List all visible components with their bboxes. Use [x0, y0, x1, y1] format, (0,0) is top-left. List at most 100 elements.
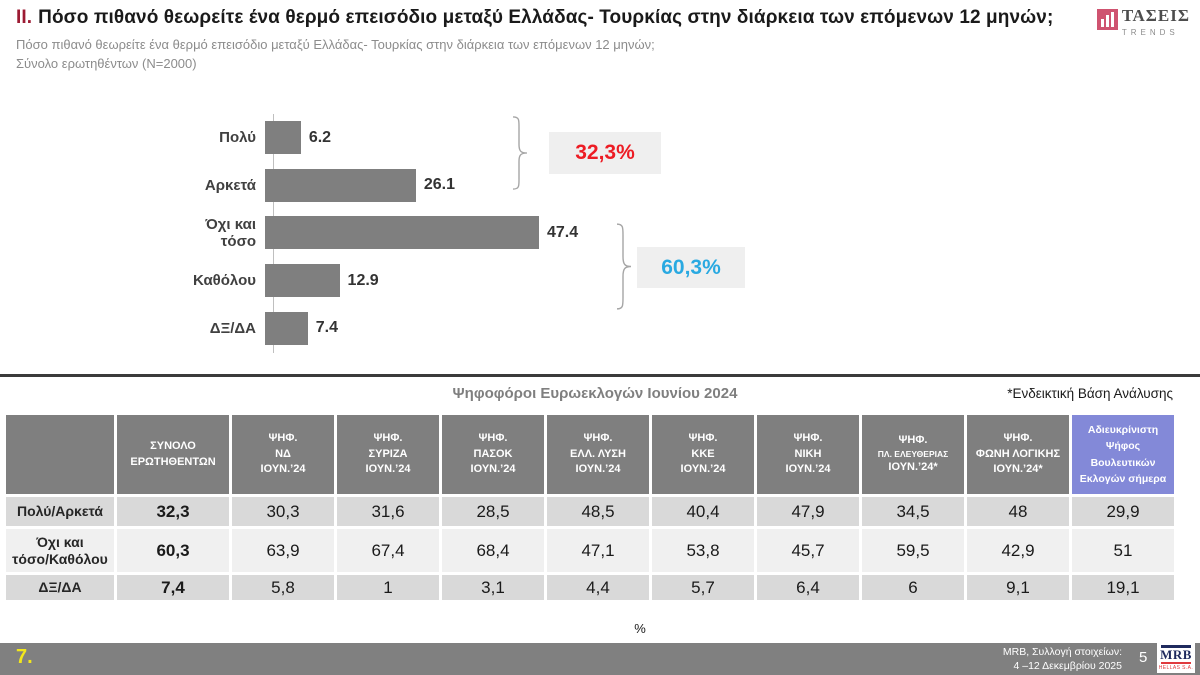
- annotation-box-total-likely: 32,3%: [549, 132, 661, 174]
- page-number: 5: [1139, 649, 1148, 666]
- chart-bar-value: 6.2: [308, 128, 332, 146]
- table-cell: 7,4: [117, 575, 229, 600]
- table-row-label: Όχι και τόσο/Καθόλου: [6, 529, 114, 572]
- table-row: Πολύ/Αρκετά 32,3 30,3 31,6 28,5 48,5 40,4 47,9 3…: [6, 497, 1174, 526]
- crosstab-table-wrap: ΣΥΝΟΛΟ ΕΡΩΤΗΘΕΝΤΩΝ ΨΗΦ. ΝΔ ΙΟΥΝ.’24 ΨΗΦ. ΣΥΡΙΖ…: [3, 412, 1177, 603]
- page-title: ΙΙ. Πόσο πιθανό θεωρείτε ένα θερμό επεισό…: [16, 7, 1053, 29]
- taseis-logo-name: ΤΑΣΕΙΣ: [1121, 6, 1190, 25]
- footer-source: MRB, Συλλογή στοιχείων: 4 –12 Δεκεμβρίου…: [1003, 646, 1122, 673]
- table-cell: 28,5: [442, 497, 544, 526]
- annotation-value: 60,3%: [661, 255, 721, 279]
- chart-row: Πολύ 6.2: [160, 114, 578, 162]
- table-cell: 4,4: [547, 575, 649, 600]
- table-row-label: Πολύ/Αρκετά: [6, 497, 114, 526]
- table-cell: 68,4: [442, 529, 544, 572]
- table-cell: 5,7: [652, 575, 754, 600]
- footer-source-line1: MRB, Συλλογή στοιχείων:: [1002, 646, 1122, 658]
- table-column-header: ΨΗΦ. ΕΛΛ. ΛΥΣΗ ΙΟΥΝ.’24: [547, 415, 649, 494]
- chart-category-label: Αρκετά: [204, 176, 256, 194]
- table-cell: 5,8: [232, 575, 334, 600]
- mrb-logo-sub: HELLAS S.A.: [1158, 665, 1194, 672]
- chart-bar-value: 12.9: [347, 271, 379, 289]
- table-column-header: ΨΗΦ. ΣΥΡΙΖΑ ΙΟΥΝ.’24: [337, 415, 439, 494]
- chart-bar: [265, 216, 539, 250]
- chart-category-label: Καθόλου: [192, 271, 256, 289]
- subtitle-line2: Σύνολο ερωτηθέντων (N=2000): [16, 55, 197, 71]
- table-column-header: ΨΗΦ. ΠΛ. ΕΛΕΥΘΕΡΙΑΣ ΙΟΥΝ.’24*: [862, 415, 964, 494]
- table-cell: 30,3: [232, 497, 334, 526]
- subtitle-line1: Πόσο πιθανό θεωρείτε ένα θερμό επεισόδιο…: [16, 37, 655, 52]
- mrb-logo-rule: [1161, 662, 1191, 665]
- footer-section-number: 7.: [16, 646, 33, 668]
- table-cell: 42,9: [967, 529, 1069, 572]
- table-cell: 9,1: [967, 575, 1069, 600]
- unit-label: %: [634, 621, 646, 636]
- table-cell: 1: [337, 575, 439, 600]
- chart-bar: [265, 168, 416, 202]
- table-cell: 3,1: [442, 575, 544, 600]
- annotation-box-total-unlikely: 60,3%: [637, 247, 745, 288]
- table-column-header: ΨΗΦ. ΠΑΣΟΚ ΙΟΥΝ.’24: [442, 415, 544, 494]
- chart-bar-value: 26.1: [423, 176, 455, 194]
- table-cell: 29,9: [1072, 497, 1174, 526]
- taseis-logo-icon: [1096, 9, 1118, 30]
- table-column-header: ΨΗΦ. ΚΚΕ ΙΟΥΝ.’24: [652, 415, 754, 494]
- table-cell: 67,4: [337, 529, 439, 572]
- table-corner-cell: [6, 415, 114, 494]
- bar-chart: Πολύ 6.2 Αρκετά 26.1 Όχι και τόσο 47.4 Καθόλου…: [160, 114, 578, 352]
- footer-bar: [0, 643, 1200, 675]
- table-cell: 48,5: [547, 497, 649, 526]
- taseis-trends-logo: ΤΑΣΕΙΣ TRENDS: [1096, 6, 1190, 37]
- table-row: ΔΞ/ΔΑ 7,4 5,8 1 3,1 4,4 5,7 6,4 6 9,1 19,1: [6, 575, 1174, 600]
- chart-bar: [265, 311, 308, 345]
- mrb-logo-name: MRB: [1160, 646, 1192, 662]
- table-cell: 6,4: [757, 575, 859, 600]
- chart-row: Όχι και τόσο 47.4: [160, 209, 578, 257]
- table-cell: 45,7: [757, 529, 859, 572]
- question-title: Πόσο πιθανό θεωρείτε ένα θερμό επεισόδιο…: [38, 7, 1054, 28]
- chart-bar: [265, 121, 301, 155]
- table-title: Ψηφοφόροι Ευρωεκλογών Ιουνίου 2024: [452, 385, 738, 402]
- table-cell: 47,9: [757, 497, 859, 526]
- table-cell: 6: [862, 575, 964, 600]
- chart-bar: [265, 264, 340, 298]
- taseis-logo-sub: TRENDS: [1121, 27, 1179, 37]
- table-cell: 53,8: [652, 529, 754, 572]
- table-cell: 40,4: [652, 497, 754, 526]
- table-column-header: ΣΥΝΟΛΟ ΕΡΩΤΗΘΕΝΤΩΝ: [117, 415, 229, 494]
- chart-category-label: Πολύ: [219, 129, 256, 147]
- chart-row: ΔΞ/ΔΑ 7.4: [160, 304, 578, 352]
- bracket-top-group: [512, 116, 528, 190]
- chart-bar-value: 7.4: [315, 319, 339, 337]
- table-note: *Ενδεικτική Βάση Ανάλυσης: [1007, 386, 1173, 401]
- footer-source-line2: 4 –12 Δεκεμβρίου 2025: [1013, 659, 1123, 672]
- table-cell: 34,5: [862, 497, 964, 526]
- table-column-header: ΨΗΦ. ΝΔ ΙΟΥΝ.’24: [232, 415, 334, 494]
- table-cell: 48: [967, 497, 1069, 526]
- chart-bar-value: 47.4: [546, 223, 579, 241]
- table-column-header: Αδιευκρίνιστη Ψήφος Βουλευτικών Εκλογών σήμ…: [1072, 415, 1174, 494]
- question-number: ΙΙ.: [16, 7, 33, 28]
- table-cell: 47,1: [547, 529, 649, 572]
- bracket-bottom-group: [616, 223, 632, 310]
- table-cell: 51: [1072, 529, 1174, 572]
- section-divider: [0, 374, 1200, 377]
- mrb-logo: MRB HELLAS S.A.: [1157, 641, 1195, 673]
- chart-row: Αρκετά 26.1: [160, 162, 578, 210]
- chart-row: Καθόλου 12.9: [160, 257, 578, 305]
- subtitle: Πόσο πιθανό θεωρείτε ένα θερμό επεισόδιο…: [16, 36, 655, 74]
- chart-category-label: ΔΞ/ΔΑ: [209, 319, 256, 337]
- table-cell: 60,3: [117, 529, 229, 572]
- crosstab-table: ΣΥΝΟΛΟ ΕΡΩΤΗΘΕΝΤΩΝ ΨΗΦ. ΝΔ ΙΟΥΝ.’24 ΨΗΦ. ΣΥΡΙΖ…: [3, 412, 1177, 603]
- annotation-value: 32,3%: [575, 141, 635, 164]
- chart-category-label: Όχι και τόσο: [205, 215, 256, 250]
- table-row-label: ΔΞ/ΔΑ: [6, 575, 114, 600]
- table-cell: 32,3: [117, 497, 229, 526]
- table-row: Όχι και τόσο/Καθόλου 60,3 63,9 67,4 68,4 47,1…: [6, 529, 1174, 572]
- table-cell: 19,1: [1072, 575, 1174, 600]
- table-column-header: ΨΗΦ. ΦΩΝΗ ΛΟΓΙΚΗΣ ΙΟΥΝ.’24*: [967, 415, 1069, 494]
- table-cell: 59,5: [862, 529, 964, 572]
- table-cell: 63,9: [232, 529, 334, 572]
- table-column-header: ΨΗΦ. ΝΙΚΗ ΙΟΥΝ.’24: [757, 415, 859, 494]
